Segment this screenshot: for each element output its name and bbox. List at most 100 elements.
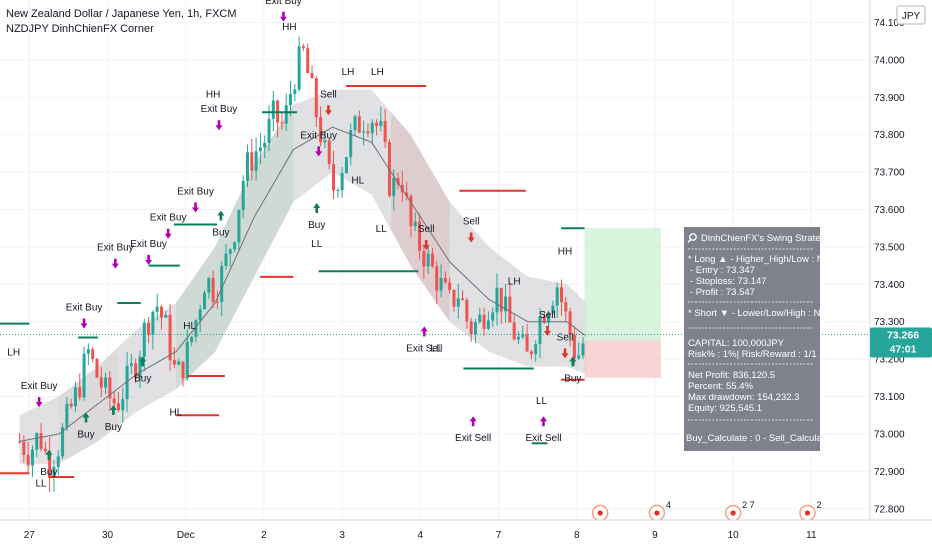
signal-label: Sell <box>557 332 574 343</box>
level-lines <box>0 85 585 478</box>
candle-body <box>482 314 486 329</box>
swing-mark-label: LH <box>7 347 20 358</box>
signal-label: Exit Buy <box>150 213 187 224</box>
candle-body <box>362 131 366 133</box>
swing-mark-label: LL <box>35 478 47 489</box>
candle-body <box>138 356 142 378</box>
candle-body <box>383 120 387 143</box>
candle-body <box>547 312 551 323</box>
candle-body <box>465 299 469 322</box>
panel-stoploss: - Stoploss: 73.147 <box>690 276 767 287</box>
candle-body <box>392 178 396 196</box>
swing-mark-label: LL <box>376 224 388 235</box>
candle-body <box>581 343 585 356</box>
candle-body <box>405 192 409 196</box>
y-tick-label: 73.100 <box>874 392 905 403</box>
candle-body <box>99 377 103 388</box>
candle-body <box>228 249 232 254</box>
current-price-tag: 73.266 47:01 <box>0 327 932 358</box>
signal-label: Exit Buy <box>201 104 238 115</box>
candle-body <box>78 387 82 398</box>
swing-marks: LH LL HL HL HH HH LL HL LH LH LL LL LH LL HH <box>7 22 572 489</box>
exit-arrow-icon <box>164 228 172 239</box>
candle-body <box>164 314 168 318</box>
signal-label: Buy <box>212 227 229 238</box>
swing-mark-label: LH <box>342 67 355 78</box>
candle-body <box>194 320 198 337</box>
candle-body <box>452 289 456 307</box>
exit-arrow-icon <box>215 120 223 131</box>
candle-body <box>233 242 237 250</box>
current-price-value: 73.266 <box>887 329 919 341</box>
exit-arrow-icon <box>145 254 153 265</box>
candle-body <box>491 312 495 321</box>
price-axis[interactable] <box>870 0 932 520</box>
exit-arrow-icon <box>35 397 43 408</box>
candle-body <box>375 122 379 126</box>
candle-body <box>418 221 422 251</box>
panel-profit: - Profit : 73.547 <box>690 287 755 298</box>
y-tick-label: 74.100 <box>874 18 905 29</box>
candle-body <box>430 253 434 267</box>
candle-body <box>22 441 26 455</box>
y-tick-label: 73.900 <box>874 93 905 104</box>
event-badge-count: 2 <box>816 500 821 510</box>
y-tick-label: 73.400 <box>874 280 905 291</box>
signal-label: Buy <box>105 422 122 433</box>
sell-arrow-icon <box>561 348 569 359</box>
time-axis-ticks: 27 30 Dec 2 3 4 7 8 9 10 11 <box>24 530 817 541</box>
signal-label: Exit Buy <box>177 187 214 198</box>
candle-body <box>73 387 77 407</box>
signal-label: Exit Sell <box>455 433 491 444</box>
signal-label: Exit Buy <box>21 381 58 392</box>
candle-body <box>478 314 482 323</box>
exit-arrow-icon <box>111 258 119 269</box>
y-tick-label: 73.800 <box>874 130 905 141</box>
candle-body <box>185 342 189 379</box>
currency-badge[interactable] <box>896 5 926 25</box>
time-axis[interactable] <box>0 520 932 550</box>
stop-zone <box>584 340 661 378</box>
trade-box <box>584 228 661 378</box>
candle-body <box>121 399 125 411</box>
candle-body <box>211 278 215 302</box>
candle-body <box>181 361 185 379</box>
event-badge-count: 4 <box>666 500 671 510</box>
candle-body <box>542 316 546 323</box>
indicator-legend[interactable]: NZDJPY DinhChienFX Corner <box>6 23 154 35</box>
candle-body <box>30 449 34 466</box>
swing-mark-label: HL <box>351 175 364 186</box>
candle-body <box>534 344 538 355</box>
candle-body <box>69 403 73 407</box>
candle-body <box>86 349 90 354</box>
swing-mark-label: HL <box>170 407 183 418</box>
x-tick-label: Dec <box>177 530 195 541</box>
chart-title[interactable]: New Zealand Dollar / Japanese Yen, 1h, F… <box>6 8 237 20</box>
signal-label: Buy <box>77 429 94 440</box>
candle-body <box>134 363 138 378</box>
candle-body <box>289 94 293 106</box>
candle-body <box>172 360 176 365</box>
candle-body <box>538 316 542 345</box>
panel-net-profit: Net Profit: 836,120.5 <box>688 370 775 381</box>
candle-body <box>116 403 120 411</box>
signal-label: Sell <box>539 310 556 321</box>
candle-body <box>306 48 310 73</box>
magnifier-icon <box>687 233 697 243</box>
candle-body <box>108 377 112 399</box>
candle-body <box>177 361 181 365</box>
candle-body <box>241 180 245 211</box>
candles <box>18 36 585 493</box>
candle-body <box>215 301 219 303</box>
candle-body <box>323 140 327 143</box>
economic-event-dot <box>730 510 736 516</box>
swing-mark-label: HH <box>558 246 572 257</box>
candle-body <box>263 142 267 148</box>
swing-mark-label: HL <box>183 321 196 332</box>
candle-body <box>280 122 284 124</box>
candle-body <box>448 282 452 290</box>
candle-body <box>555 287 559 306</box>
signal-label: Sell <box>463 216 480 227</box>
